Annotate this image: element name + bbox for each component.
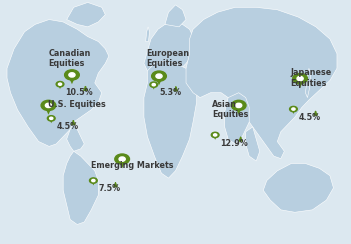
Polygon shape (49, 119, 53, 123)
Circle shape (292, 108, 295, 110)
Circle shape (49, 117, 53, 120)
Circle shape (65, 70, 79, 80)
Polygon shape (225, 93, 249, 144)
Polygon shape (58, 84, 62, 89)
Polygon shape (235, 106, 243, 115)
Text: Japanese
Equities: Japanese Equities (291, 68, 332, 88)
Polygon shape (246, 127, 260, 161)
Circle shape (231, 100, 246, 111)
Circle shape (92, 179, 95, 182)
Circle shape (58, 83, 62, 85)
Circle shape (90, 178, 97, 183)
Circle shape (47, 116, 55, 121)
Polygon shape (146, 27, 150, 41)
Circle shape (156, 74, 162, 78)
Circle shape (115, 154, 130, 164)
Circle shape (45, 103, 52, 108)
Circle shape (290, 106, 297, 112)
Circle shape (56, 81, 64, 87)
Polygon shape (263, 163, 333, 212)
Circle shape (293, 73, 307, 84)
Circle shape (150, 82, 158, 87)
Text: 4.5%: 4.5% (299, 113, 321, 122)
Polygon shape (91, 181, 95, 185)
Polygon shape (296, 79, 304, 88)
Polygon shape (67, 122, 84, 151)
Polygon shape (68, 75, 76, 84)
Text: Emerging Markets: Emerging Markets (91, 161, 173, 170)
Polygon shape (165, 5, 186, 27)
Text: Canadian
Equities: Canadian Equities (48, 49, 91, 68)
Circle shape (41, 100, 56, 111)
Polygon shape (155, 77, 163, 85)
Polygon shape (118, 160, 126, 168)
Polygon shape (144, 22, 197, 81)
Circle shape (297, 76, 303, 81)
Polygon shape (7, 20, 109, 146)
Text: 7.5%: 7.5% (99, 184, 121, 193)
Polygon shape (152, 85, 156, 90)
Circle shape (152, 71, 166, 81)
Text: 12.9%: 12.9% (220, 139, 248, 148)
Text: 10.5%: 10.5% (65, 88, 93, 97)
Circle shape (213, 134, 217, 136)
Text: Asian
Equities: Asian Equities (212, 100, 249, 120)
Polygon shape (45, 106, 52, 115)
Polygon shape (144, 61, 197, 178)
Polygon shape (63, 151, 98, 224)
Polygon shape (67, 2, 105, 27)
Circle shape (119, 157, 125, 161)
Polygon shape (213, 135, 217, 140)
Text: European
Equities: European Equities (147, 49, 190, 68)
Polygon shape (291, 109, 296, 114)
Circle shape (211, 132, 219, 138)
Circle shape (236, 103, 242, 108)
Text: U.S. Equities: U.S. Equities (48, 100, 106, 109)
Polygon shape (305, 68, 311, 98)
Polygon shape (186, 7, 337, 159)
Text: 4.5%: 4.5% (57, 122, 79, 131)
Text: 5.3%: 5.3% (159, 88, 181, 97)
Circle shape (69, 73, 75, 77)
Circle shape (152, 83, 155, 86)
